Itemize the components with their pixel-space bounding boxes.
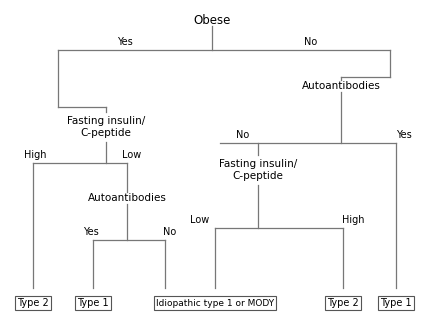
Text: High: High [24, 150, 46, 160]
Text: Yes: Yes [395, 130, 411, 140]
Text: Yes: Yes [83, 227, 98, 237]
Text: No: No [304, 37, 317, 47]
Text: No: No [236, 130, 249, 140]
Text: Idiopathic type 1 or MODY: Idiopathic type 1 or MODY [156, 299, 273, 307]
Text: Low: Low [122, 150, 141, 160]
Text: Type 2: Type 2 [17, 298, 49, 308]
Text: Obese: Obese [193, 14, 230, 27]
Text: Type 1: Type 1 [379, 298, 411, 308]
Text: Autoantibodies: Autoantibodies [87, 193, 166, 203]
Text: Autoantibodies: Autoantibodies [301, 81, 380, 91]
Text: Low: Low [190, 215, 209, 225]
Text: Type 2: Type 2 [326, 298, 358, 308]
Text: High: High [341, 215, 363, 225]
Text: Type 1: Type 1 [77, 298, 108, 308]
Text: Fasting insulin/
C-peptide: Fasting insulin/ C-peptide [67, 116, 145, 138]
Text: Yes: Yes [117, 37, 132, 47]
Text: Fasting insulin/
C-peptide: Fasting insulin/ C-peptide [218, 159, 296, 181]
Text: No: No [163, 227, 176, 237]
